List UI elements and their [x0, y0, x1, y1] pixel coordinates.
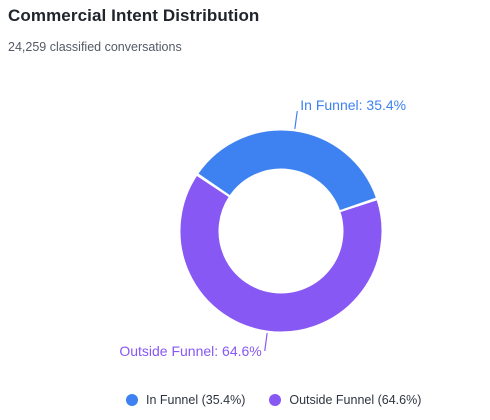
legend-swatch-in-funnel [126, 394, 138, 406]
donut-slice-outside-funnel[interactable] [179, 174, 383, 333]
legend-label-outside-funnel: Outside Funnel (64.6%) [289, 393, 422, 407]
slice-callouts: In Funnel: 35.4% Outside Funnel: 64.6% [119, 97, 406, 359]
legend-item-in-funnel[interactable]: In Funnel (35.4%) [126, 393, 245, 407]
donut-slices [179, 129, 383, 333]
chart-legend: In Funnel (35.4%) Outside Funnel (64.6%) [126, 393, 421, 407]
slice-label-outside-funnel: Outside Funnel: 64.6% [119, 343, 261, 359]
legend-label-in-funnel: In Funnel (35.4%) [146, 393, 246, 407]
slice-label-in-funnel: In Funnel: 35.4% [300, 97, 406, 113]
legend-item-outside-funnel[interactable]: Outside Funnel (64.6%) [269, 393, 421, 407]
callout-line-outside-funnel [264, 332, 268, 351]
donut-slice-in-funnel[interactable] [197, 129, 378, 212]
chart-title: Commercial Intent Distribution [8, 6, 260, 25]
callout-line-in-funnel [294, 111, 298, 130]
legend-swatch-outside-funnel [269, 394, 282, 406]
chart-subtitle: 24,259 classified conversations [8, 40, 182, 54]
